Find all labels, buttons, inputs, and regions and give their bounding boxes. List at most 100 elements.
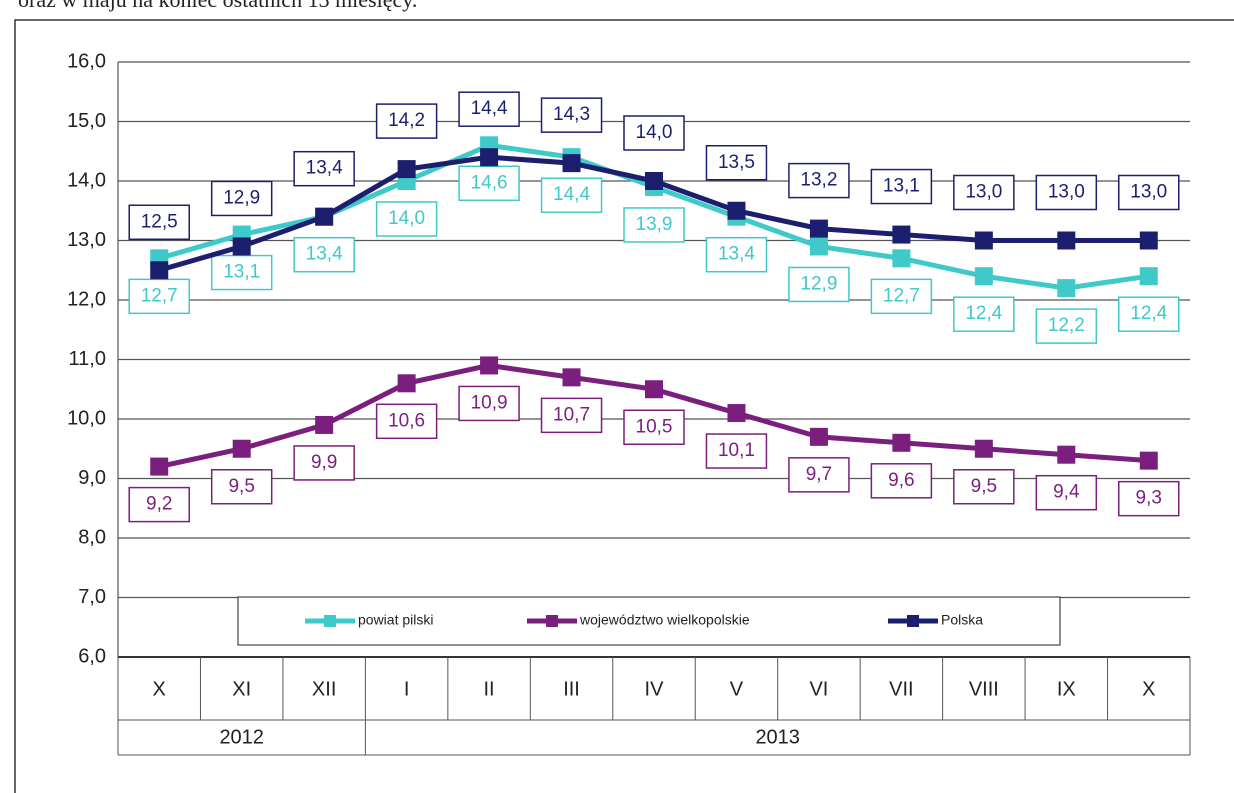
marker bbox=[232, 237, 251, 256]
marker bbox=[315, 415, 334, 434]
value-label: 13,5 bbox=[718, 152, 755, 173]
value-label-box bbox=[540, 97, 603, 133]
marker bbox=[150, 457, 169, 476]
value-label: 13,0 bbox=[1130, 182, 1167, 203]
value-label: 13,1 bbox=[223, 262, 260, 283]
marker bbox=[974, 267, 993, 286]
marker bbox=[397, 374, 416, 393]
value-label-box bbox=[705, 236, 768, 273]
x-tick-label: X bbox=[1142, 678, 1155, 700]
value-label: 13,1 bbox=[883, 176, 920, 197]
y-tick-label: 7,0 bbox=[78, 586, 106, 608]
marker bbox=[1057, 279, 1076, 298]
value-label-box bbox=[128, 278, 190, 315]
value-label: 9,7 bbox=[806, 464, 832, 485]
x-tick-label: XI bbox=[232, 678, 251, 700]
y-tick-label: 15,0 bbox=[67, 110, 106, 132]
x-tick-label: X bbox=[153, 678, 166, 700]
value-label-box bbox=[1035, 474, 1098, 511]
value-label-box bbox=[870, 463, 933, 499]
marker bbox=[727, 404, 746, 423]
x-tick-label: IV bbox=[645, 678, 665, 700]
marker bbox=[315, 207, 334, 226]
x-tick-label: I bbox=[404, 678, 410, 700]
value-label-box bbox=[293, 236, 355, 273]
value-label: 10,9 bbox=[471, 392, 508, 413]
y-tick-label: 8,0 bbox=[78, 526, 106, 548]
marker bbox=[727, 201, 746, 220]
value-label: 12,7 bbox=[141, 285, 178, 306]
legend-label: Polska bbox=[941, 612, 983, 628]
value-label-box bbox=[540, 177, 603, 213]
value-label-box bbox=[293, 150, 355, 187]
legend-label: województwo wielkopolskie bbox=[579, 612, 750, 628]
value-label-box bbox=[705, 433, 768, 469]
x-tick-label: V bbox=[730, 678, 744, 700]
legend-marker bbox=[546, 615, 558, 627]
value-label: 10,1 bbox=[718, 440, 755, 461]
value-label-box bbox=[375, 103, 438, 139]
value-label: 12,4 bbox=[1130, 303, 1167, 324]
value-label-box bbox=[1118, 296, 1180, 332]
y-tick-label: 6,0 bbox=[78, 645, 106, 667]
value-label: 13,4 bbox=[718, 244, 755, 265]
marker bbox=[974, 439, 993, 458]
value-label-box bbox=[870, 278, 933, 315]
value-label-box bbox=[210, 180, 273, 217]
value-label: 14,0 bbox=[388, 208, 425, 229]
marker bbox=[1139, 451, 1158, 470]
y-tick-label: 10,0 bbox=[67, 407, 106, 429]
value-label-box bbox=[375, 403, 438, 440]
legend-marker bbox=[907, 615, 919, 627]
marker bbox=[645, 172, 663, 190]
value-label: 14,0 bbox=[636, 122, 673, 143]
value-label: 10,7 bbox=[553, 404, 590, 425]
marker bbox=[397, 160, 416, 179]
value-label-box bbox=[953, 174, 1015, 211]
marker bbox=[1139, 267, 1158, 286]
marker bbox=[480, 356, 499, 375]
x-tick-label: VIII bbox=[969, 678, 999, 700]
marker bbox=[1057, 231, 1076, 250]
marker bbox=[562, 368, 581, 387]
value-label: 13,0 bbox=[1048, 182, 1085, 203]
value-label-box bbox=[458, 165, 520, 202]
value-label-box bbox=[293, 445, 355, 481]
value-label-box bbox=[1035, 308, 1098, 344]
value-label-box bbox=[210, 254, 273, 291]
x-tick-label: VI bbox=[809, 678, 828, 700]
intro-text: oraz w maju na koniec ostatnich 13 miesi… bbox=[18, 0, 417, 12]
value-label-box bbox=[1118, 174, 1180, 211]
value-label: 13,9 bbox=[636, 214, 673, 235]
y-tick-label: 12,0 bbox=[67, 288, 106, 310]
x-tick-label: III bbox=[563, 678, 580, 700]
value-label: 10,5 bbox=[636, 416, 673, 437]
marker bbox=[892, 225, 911, 244]
value-label-box bbox=[540, 397, 603, 434]
value-label: 9,3 bbox=[1136, 488, 1162, 509]
value-label: 13,0 bbox=[965, 182, 1002, 203]
x-group-label: 2013 bbox=[755, 726, 800, 748]
value-label-box bbox=[953, 296, 1015, 332]
value-label-box bbox=[788, 266, 850, 303]
value-label: 13,4 bbox=[306, 158, 343, 179]
marker bbox=[809, 219, 828, 238]
marker bbox=[974, 231, 993, 250]
marker bbox=[892, 249, 911, 268]
y-tick-label: 16,0 bbox=[67, 50, 106, 72]
marker bbox=[809, 237, 828, 256]
x-tick-label: VII bbox=[889, 678, 913, 700]
value-label: 9,2 bbox=[146, 494, 172, 515]
x-tick-label: XII bbox=[312, 678, 336, 700]
x-tick-label: II bbox=[484, 678, 495, 700]
value-label-box bbox=[1035, 174, 1098, 211]
value-label: 13,2 bbox=[800, 170, 837, 191]
value-label-box bbox=[128, 486, 190, 523]
legend-marker bbox=[324, 615, 336, 627]
y-tick-label: 9,0 bbox=[78, 467, 106, 489]
value-label: 9,9 bbox=[311, 452, 337, 473]
value-label-box bbox=[375, 201, 438, 237]
value-label-box bbox=[788, 162, 850, 199]
value-label: 9,6 bbox=[888, 470, 914, 491]
value-label: 12,4 bbox=[965, 303, 1002, 324]
